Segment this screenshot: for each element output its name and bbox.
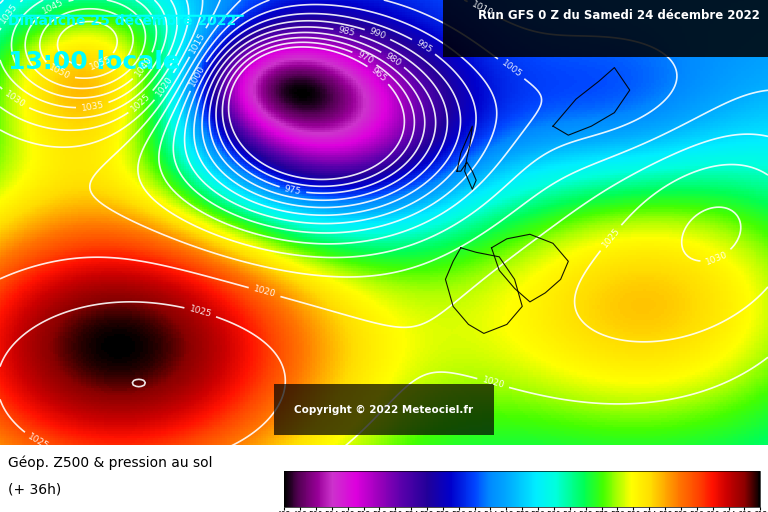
Text: 1035: 1035: [81, 100, 104, 113]
Text: 1005: 1005: [499, 58, 523, 79]
Text: 985: 985: [337, 26, 356, 38]
Text: 13:00 locale: 13:00 locale: [8, 50, 180, 74]
Text: 1025: 1025: [600, 226, 621, 249]
Text: 1050: 1050: [47, 63, 71, 82]
Text: 1025: 1025: [26, 432, 51, 451]
Text: 1020: 1020: [253, 285, 276, 300]
Text: 980: 980: [383, 51, 402, 68]
Text: 1000: 1000: [188, 64, 207, 89]
Text: 990: 990: [368, 27, 387, 41]
Text: 1020: 1020: [481, 376, 505, 391]
Text: 1040: 1040: [134, 55, 154, 78]
Text: 995: 995: [414, 38, 433, 55]
Text: 1025: 1025: [130, 91, 153, 113]
Text: 1010: 1010: [470, 0, 495, 18]
Text: 975: 975: [283, 184, 302, 196]
Text: 1015: 1015: [188, 30, 207, 55]
Text: 970: 970: [355, 50, 375, 66]
Text: Copyright © 2022 Meteociel.fr: Copyright © 2022 Meteociel.fr: [294, 404, 474, 415]
Text: Run GFS 0 Z du Samedi 24 décembre 2022: Run GFS 0 Z du Samedi 24 décembre 2022: [478, 9, 760, 22]
Text: 1020: 1020: [154, 75, 174, 99]
Text: 1055: 1055: [88, 54, 113, 71]
Text: (+ 36h): (+ 36h): [8, 482, 61, 496]
Text: 1025: 1025: [188, 305, 213, 319]
Text: 1035: 1035: [0, 2, 19, 26]
Text: Géop. Z500 & pression au sol: Géop. Z500 & pression au sol: [8, 456, 212, 470]
Text: 1030: 1030: [704, 250, 729, 267]
Text: 1030: 1030: [3, 90, 27, 110]
Text: 965: 965: [369, 66, 388, 84]
Text: Dimanche 25 décembre 2022: Dimanche 25 décembre 2022: [8, 13, 236, 28]
Text: 1045: 1045: [41, 0, 65, 16]
